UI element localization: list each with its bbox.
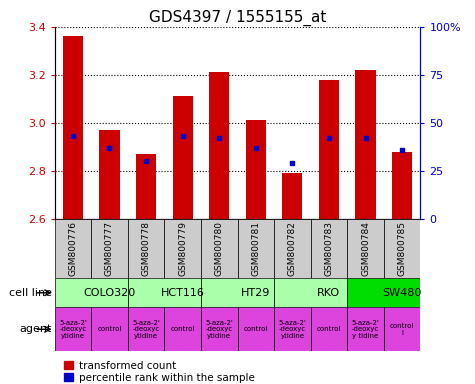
Bar [355, 70, 376, 219]
Text: HCT116: HCT116 [161, 288, 205, 298]
Text: GSM800784: GSM800784 [361, 221, 370, 276]
Text: control: control [97, 326, 122, 332]
FancyBboxPatch shape [311, 307, 347, 351]
FancyBboxPatch shape [128, 278, 201, 307]
FancyBboxPatch shape [347, 278, 420, 307]
Text: GSM800783: GSM800783 [324, 221, 333, 276]
Bar [392, 152, 412, 219]
Text: GSM800782: GSM800782 [288, 221, 297, 276]
FancyBboxPatch shape [128, 219, 164, 278]
Text: RKO: RKO [317, 288, 341, 298]
Bar [246, 121, 266, 219]
FancyBboxPatch shape [384, 219, 420, 278]
Text: GSM800785: GSM800785 [398, 221, 407, 276]
Text: 5-aza-2'
-deoxyc
y tidine: 5-aza-2' -deoxyc y tidine [352, 320, 380, 339]
FancyBboxPatch shape [311, 219, 347, 278]
FancyBboxPatch shape [91, 219, 128, 278]
Text: HT29: HT29 [241, 288, 270, 298]
FancyBboxPatch shape [347, 307, 384, 351]
Text: GSM800778: GSM800778 [142, 221, 151, 276]
FancyBboxPatch shape [164, 219, 201, 278]
Bar [63, 36, 83, 219]
FancyBboxPatch shape [238, 219, 274, 278]
Text: control: control [171, 326, 195, 332]
FancyBboxPatch shape [55, 307, 91, 351]
Text: GSM800777: GSM800777 [105, 221, 114, 276]
Text: cell line: cell line [9, 288, 52, 298]
FancyBboxPatch shape [55, 278, 128, 307]
FancyBboxPatch shape [164, 307, 201, 351]
Text: GSM800776: GSM800776 [68, 221, 77, 276]
FancyBboxPatch shape [128, 307, 164, 351]
Text: agent: agent [20, 324, 52, 334]
Bar [209, 73, 229, 219]
Bar [282, 173, 303, 219]
Bar [99, 130, 120, 219]
Text: GSM800779: GSM800779 [178, 221, 187, 276]
Text: 5-aza-2'
-deoxyc
ytidine: 5-aza-2' -deoxyc ytidine [59, 320, 87, 339]
Text: GSM800781: GSM800781 [251, 221, 260, 276]
Text: SW480: SW480 [382, 288, 422, 298]
Text: 5-aza-2'
-deoxyc
ytidine: 5-aza-2' -deoxyc ytidine [205, 320, 233, 339]
Text: control: control [244, 326, 268, 332]
FancyBboxPatch shape [201, 219, 238, 278]
Text: 5-aza-2'
-deoxyc
ytidine: 5-aza-2' -deoxyc ytidine [278, 320, 306, 339]
Text: control: control [317, 326, 341, 332]
FancyBboxPatch shape [238, 307, 274, 351]
Legend: transformed count, percentile rank within the sample: transformed count, percentile rank withi… [60, 357, 258, 384]
FancyBboxPatch shape [384, 307, 420, 351]
FancyBboxPatch shape [201, 278, 274, 307]
FancyBboxPatch shape [274, 307, 311, 351]
FancyBboxPatch shape [91, 307, 128, 351]
FancyBboxPatch shape [55, 219, 91, 278]
FancyBboxPatch shape [201, 307, 238, 351]
Text: COLO320: COLO320 [84, 288, 136, 298]
Text: 5-aza-2'
-deoxyc
ytidine: 5-aza-2' -deoxyc ytidine [132, 320, 160, 339]
FancyBboxPatch shape [347, 219, 384, 278]
FancyBboxPatch shape [274, 219, 311, 278]
Bar [136, 154, 156, 219]
Bar [172, 96, 193, 219]
Text: GSM800780: GSM800780 [215, 221, 224, 276]
Text: control
l: control l [390, 323, 414, 336]
Bar [319, 80, 339, 219]
Title: GDS4397 / 1555155_at: GDS4397 / 1555155_at [149, 9, 326, 25]
FancyBboxPatch shape [274, 278, 347, 307]
